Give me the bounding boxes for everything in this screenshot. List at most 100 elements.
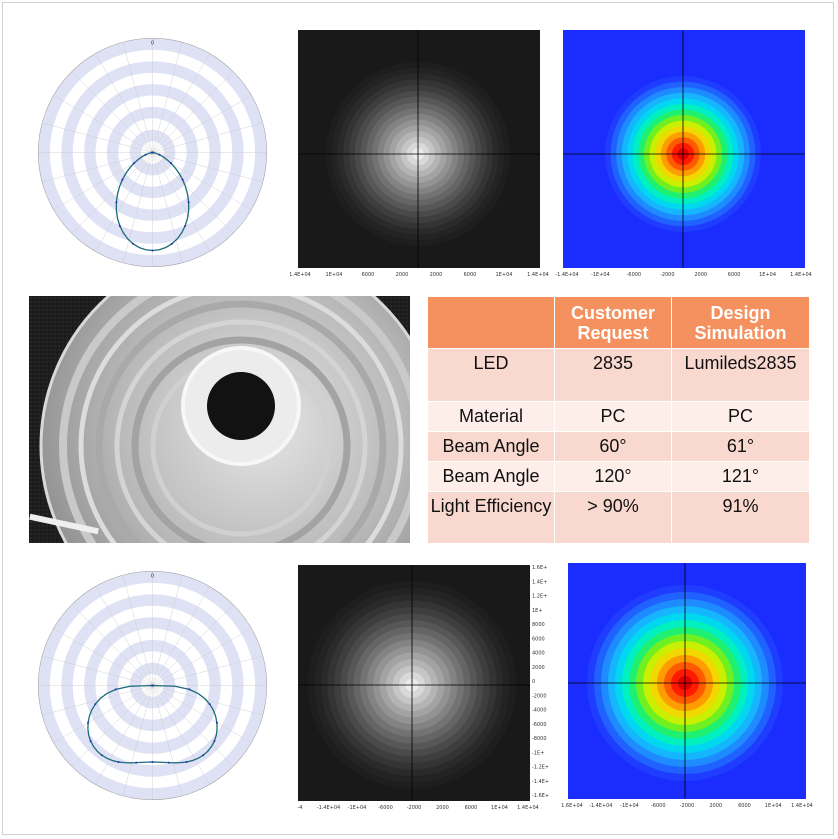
- polar-spoke: [95, 152, 153, 252]
- polar-spoke: [152, 152, 210, 252]
- axis-tick-label: 1.4E+: [532, 579, 547, 585]
- row-label: Beam Angle: [427, 431, 555, 462]
- polar-plot-top: 0: [30, 30, 275, 275]
- curve-marker: [169, 162, 172, 165]
- polar-spoke: [152, 685, 252, 743]
- curve-marker: [115, 201, 118, 204]
- polar-spoke: [152, 586, 210, 686]
- axis-tick-label: -2000: [407, 805, 422, 810]
- polar-spoke: [152, 53, 210, 153]
- curve-marker: [185, 760, 188, 763]
- curve-marker: [202, 754, 205, 757]
- polar-top-label: 0: [151, 41, 154, 47]
- polar-spoke: [53, 685, 153, 743]
- axis-tick-label: 1E+04: [765, 803, 782, 809]
- lens-photo: [29, 296, 410, 543]
- axis-tick-label: 6000: [464, 272, 477, 278]
- curve-marker: [187, 201, 190, 204]
- curve-marker: [188, 688, 191, 691]
- axis-tick-label: 6000: [728, 272, 741, 278]
- axis-tick-label: 1E+04: [759, 272, 776, 278]
- polar-spoke: [53, 628, 153, 686]
- grayscale-illuminance-map-bottom: -4 -1.4E+04 -1E+04 -6000 -2000 2000 6000 1E+04 1…: [290, 565, 552, 810]
- axis-tick-label: -1.4E+: [532, 779, 549, 785]
- axis-tick-label: 1.4E+04: [290, 272, 311, 278]
- polar-spoke: [122, 152, 153, 263]
- row-label: Material: [427, 401, 555, 432]
- curve-marker: [94, 703, 97, 706]
- curve-marker: [118, 224, 121, 227]
- table-row: Beam Angle 120° 121°: [427, 461, 810, 492]
- polar-spoke: [71, 685, 153, 767]
- row-request: PC: [554, 401, 672, 432]
- polar-spoke: [152, 628, 252, 686]
- spec-table: Customer Request Design Simulation LED 2…: [427, 296, 810, 544]
- curve-marker: [89, 740, 92, 743]
- axis-tick-label: 0: [532, 679, 535, 685]
- axis-tick-label: 2000: [430, 272, 443, 278]
- polar-spoke: [42, 685, 153, 716]
- polar-spoke: [152, 604, 234, 686]
- axis-tick-label: -8000: [532, 736, 547, 742]
- row-request: 60°: [554, 431, 672, 462]
- axis-tick-label: -1.4E+04: [555, 272, 578, 278]
- row-simulation: 61°: [671, 431, 810, 462]
- polar-spoke: [152, 685, 183, 796]
- row-simulation: PC: [671, 401, 810, 432]
- axis-tick-label: 2000: [532, 665, 545, 671]
- curve-marker: [87, 721, 90, 724]
- polar-spoke: [42, 152, 153, 183]
- axis-tick-label: 6000: [362, 272, 375, 278]
- axis-tick-label: 1.4E+04: [791, 803, 813, 809]
- row-label: Light Efficiency: [427, 491, 555, 544]
- table-row: Beam Angle 60° 61°: [427, 431, 810, 462]
- axis-tick-label: 2000: [709, 803, 722, 809]
- table-header-row: Customer Request Design Simulation: [427, 296, 810, 349]
- polar-spoke: [122, 42, 153, 153]
- polar-spoke: [42, 655, 153, 686]
- curve-marker: [151, 761, 154, 763]
- axis-tick-label: 1E+04: [496, 272, 513, 278]
- axis-tick-label: 2000: [694, 272, 707, 278]
- row-label: Beam Angle: [427, 461, 555, 492]
- row-simulation: 121°: [671, 461, 810, 492]
- row-request: > 90%: [554, 491, 672, 544]
- axis-tick-label: -4: [298, 805, 303, 810]
- axis-tick-label: -6000: [378, 805, 393, 810]
- row-simulation: 91%: [671, 491, 810, 544]
- polar-spoke: [152, 122, 263, 153]
- axis-tick-label: -4000: [532, 708, 547, 714]
- axis-tick-label: -1E+04: [591, 272, 610, 278]
- axis-tick-label: -2000: [660, 272, 675, 278]
- axis-tick-label: 1E+04: [326, 272, 343, 278]
- curve-marker: [167, 761, 170, 764]
- polar-plot-bottom: 0: [30, 563, 275, 808]
- curve-marker: [215, 721, 218, 724]
- polar-spoke: [95, 586, 153, 686]
- row-request: 120°: [554, 461, 672, 492]
- row-simulation: Lumileds2835: [671, 348, 810, 402]
- curve-marker: [151, 249, 154, 252]
- axis-tick-label: 4000: [532, 651, 545, 657]
- axis-tick-label: 1E+04: [491, 805, 508, 810]
- polar-spoke: [71, 152, 153, 234]
- polar-spoke: [152, 71, 234, 153]
- axis-tick-label: -6000: [627, 272, 642, 278]
- axis-tick-label: -1E+: [532, 750, 544, 756]
- curve-marker: [184, 224, 187, 227]
- polar-spoke: [122, 685, 153, 796]
- curve-marker: [181, 178, 184, 181]
- table-row: Material PC PC: [427, 401, 810, 432]
- axis-tick-label: 1.6E+: [532, 565, 547, 571]
- axis-tick-label: 8000: [532, 622, 545, 628]
- axis-tick-label: -1.6E+: [532, 793, 549, 799]
- polar-spoke: [42, 122, 153, 153]
- curve-marker: [213, 740, 216, 743]
- curve-marker: [133, 162, 136, 165]
- curve-marker: [121, 178, 124, 181]
- header-empty: [427, 296, 555, 349]
- axis-tick-label: -1.2E+: [532, 765, 549, 771]
- curve-marker: [170, 242, 173, 245]
- axis-tick-label: 1.4E+04: [517, 805, 539, 810]
